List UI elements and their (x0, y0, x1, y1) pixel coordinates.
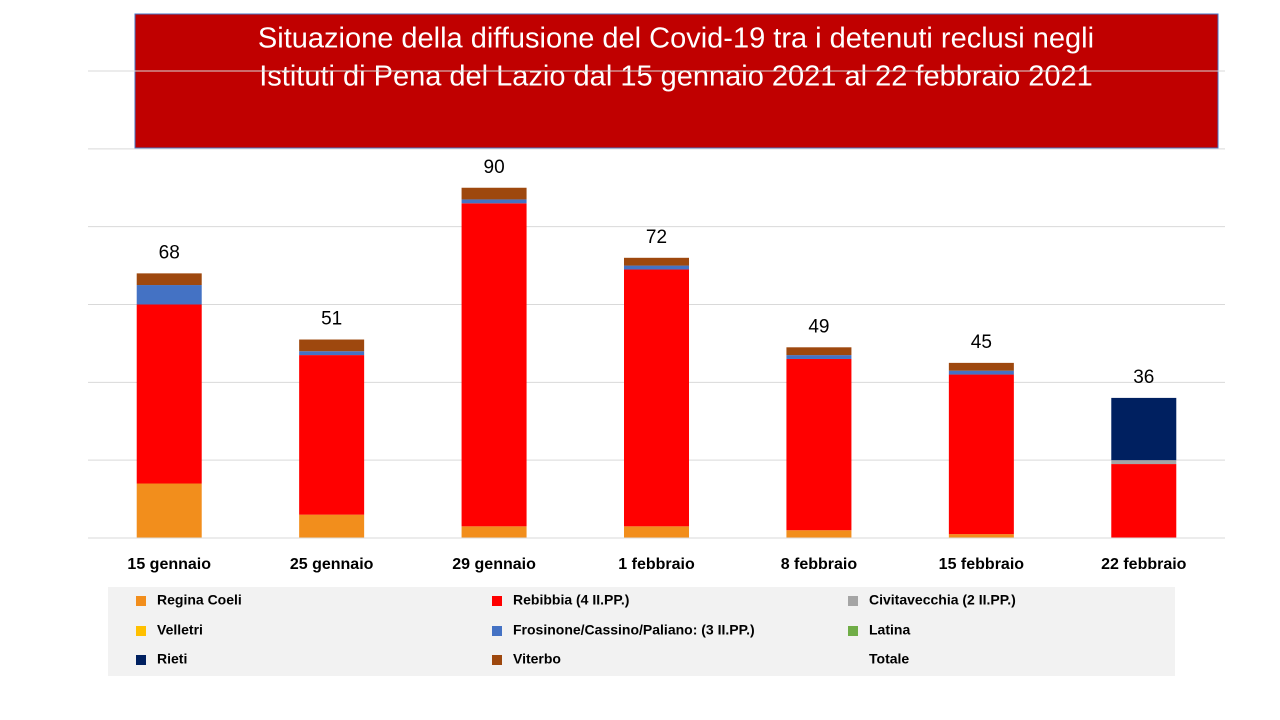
bar-segment (948, 534, 1014, 538)
bar-segment (1111, 464, 1177, 538)
legend-swatch (492, 626, 502, 636)
legend-swatch (848, 596, 858, 606)
x-tick-label: 22 febbraio (1101, 556, 1187, 573)
bar-segment (461, 199, 527, 204)
bar-segment (786, 358, 852, 531)
legend-label: Totale (869, 651, 909, 667)
bar-segment (624, 526, 689, 538)
legend-swatch (492, 596, 502, 606)
legend-swatch (136, 655, 146, 665)
legend-swatch (136, 596, 146, 606)
bar-segment (136, 304, 202, 484)
x-tick-label: 1 febbraio (618, 556, 695, 573)
legend-label: Viterbo (513, 651, 561, 667)
bar-segment (461, 187, 527, 200)
x-tick-label: 25 gennaio (290, 556, 374, 573)
bar-segment (461, 203, 527, 527)
total-label: 72 (646, 227, 667, 248)
legend-label: Velletri (157, 622, 203, 638)
bar-segment (299, 355, 365, 515)
total-label: 51 (321, 309, 342, 330)
legend-label: Frosinone/Cassino/Paliano: (3 II.PP.) (513, 622, 755, 638)
bar-segment (948, 374, 1014, 535)
bar-segment (299, 514, 365, 538)
total-label: 90 (484, 157, 505, 178)
legend-swatch (136, 626, 146, 636)
chart-title: Istituti di Pena del Lazio dal 15 gennai… (259, 61, 1093, 93)
legend-label: Regina Coeli (157, 592, 242, 608)
bar-segment (948, 370, 1014, 375)
bar-segment (624, 269, 689, 527)
total-label: 45 (971, 332, 992, 353)
bar-segment (948, 362, 1014, 371)
bar-segment (299, 339, 365, 352)
x-tick-label: 8 febbraio (781, 556, 858, 573)
total-label: 68 (159, 242, 180, 263)
title-box (134, 13, 1219, 149)
bar-segment (786, 530, 852, 538)
bar-segment (1111, 397, 1177, 461)
bar-segment (786, 355, 852, 359)
bar-segment (786, 347, 852, 356)
total-label: 49 (808, 316, 829, 337)
x-tick-label: 15 gennaio (127, 556, 211, 573)
total-label: 36 (1133, 367, 1154, 388)
legend-label: Rebibbia (4 II.PP.) (513, 592, 629, 608)
bar-segment (1111, 460, 1177, 465)
bar-segment (624, 257, 689, 266)
legend-box (108, 587, 1175, 676)
bar-segment (136, 285, 202, 305)
x-tick-label: 15 febbraio (939, 556, 1025, 573)
bar-segment (136, 273, 202, 286)
bar-segment (624, 265, 689, 270)
legend-label: Civitavecchia (2 II.PP.) (869, 592, 1016, 608)
legend-label: Rieti (157, 651, 187, 667)
chart-title: Situazione della diffusione del Covid-19… (258, 23, 1094, 55)
legend-swatch (848, 626, 858, 636)
legend-label: Latina (869, 622, 910, 638)
x-tick-label: 29 gennaio (452, 556, 536, 573)
bar-segment (136, 483, 202, 538)
legend-swatch (492, 655, 502, 665)
bar-segment (299, 351, 365, 356)
bar-segment (461, 526, 527, 538)
